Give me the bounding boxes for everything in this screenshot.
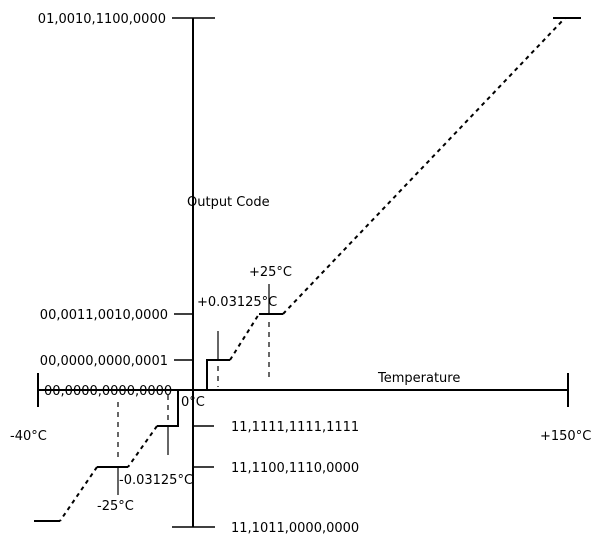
temp-label-max: +150°C xyxy=(540,429,591,444)
ramp-lsb-to-25c xyxy=(229,313,260,361)
temp-label-plus-lsb: +0.03125°C xyxy=(197,295,277,310)
y-axis-title: Output Code xyxy=(187,195,270,210)
temp-label-minus-lsb: -0.03125°C xyxy=(119,473,193,488)
code-label-minus-lsb: 11,1111,1111,1111 xyxy=(231,420,359,435)
temp-label-minus25: -25°C xyxy=(97,499,134,514)
code-label-min: 11,1011,0000,0000 xyxy=(231,521,359,536)
code-label-minus25: 11,1100,1110,0000 xyxy=(231,461,359,476)
code-label-zero: 00,0000,0000,0000 xyxy=(44,384,172,399)
temp-label-min: -40°C xyxy=(10,429,47,444)
code-label-plus25: 00,0011,0010,0000 xyxy=(40,308,168,323)
ramp-lsb-to-minus25c xyxy=(127,425,158,468)
step-positive-lsb xyxy=(193,359,230,391)
temp-label-zero: 0°C xyxy=(181,395,205,410)
ramp-minus25c-to-minus40c xyxy=(59,466,98,522)
code-label-plus-lsb: 00,0000,0000,0001 xyxy=(40,354,168,369)
code-label-max: 01,0010,1100,0000 xyxy=(38,12,166,27)
x-axis-title: Temperature xyxy=(377,371,460,386)
ramp-25c-to-150c xyxy=(282,17,566,315)
temp-label-plus25: +25°C xyxy=(249,265,292,280)
